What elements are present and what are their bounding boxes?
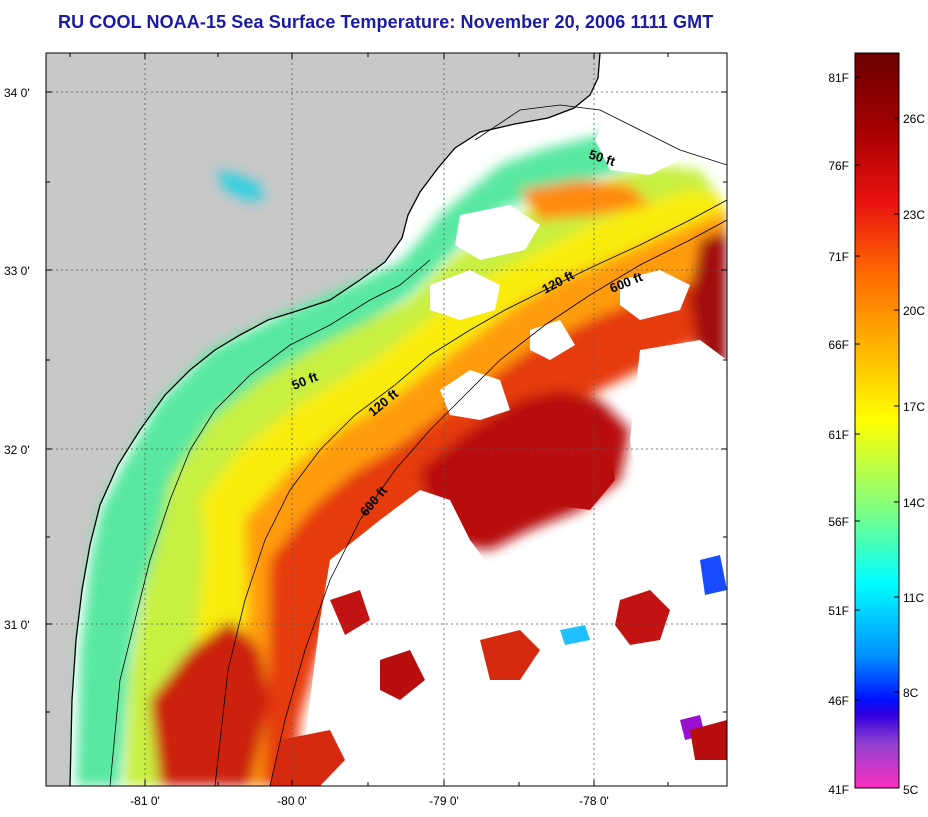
lon-label-81: -81 0': [130, 794, 160, 808]
sst-patches: [270, 420, 727, 786]
map-border: [45, 52, 728, 787]
graticule: [46, 53, 727, 786]
land-mass: [46, 53, 600, 786]
map-area: 50 ft 120 ft 600 ft 50 ft 120 ft 600 ft: [46, 53, 727, 786]
lon-label-80: -80 0': [277, 794, 307, 808]
lat-label-32: 32 0': [4, 443, 30, 457]
isobath-50ft: [109, 104, 727, 786]
colorbar-label-26c: 26C: [903, 112, 925, 126]
lat-label-31: 31 0': [4, 618, 30, 632]
colorbar-label-17c: 17C: [903, 400, 925, 414]
colorbar-label-20c: 20C: [903, 304, 925, 318]
colorbar-label-11c: 11C: [903, 591, 924, 605]
colorbar-label-46f: 46F: [828, 694, 849, 708]
colorbar-label-5c: 5C: [903, 783, 919, 797]
colorbar-label-61f: 61F: [828, 428, 849, 442]
map-ticks: [46, 53, 727, 786]
colorbar-label-41f: 41F: [828, 783, 849, 797]
colorbar: 81F 76F 71F 66F 61F 56F 51F 46F 41F 26C …: [828, 52, 925, 797]
colorbar-label-81f: 81F: [828, 71, 849, 85]
lat-label-33: 33 0': [4, 264, 30, 278]
lat-label-34: 34 0': [4, 86, 30, 100]
colorbar-gradient: [854, 52, 900, 789]
cloud-mask: [300, 95, 727, 786]
coastline: [69, 53, 601, 786]
colorbar-label-56f: 56F: [828, 515, 849, 529]
isobath-120ft: [214, 199, 727, 786]
colorbar-label-14c: 14C: [903, 496, 925, 510]
colorbar-label-71f: 71F: [828, 250, 849, 264]
map-title: RU COOL NOAA-15 Sea Surface Temperature:…: [58, 12, 714, 32]
colorbar-label-51f: 51F: [828, 604, 849, 618]
colorbar-label-66f: 66F: [828, 338, 849, 352]
colorbar-label-8c: 8C: [903, 686, 919, 700]
lon-label-78: -78 0': [579, 794, 609, 808]
colorbar-label-76f: 76F: [828, 159, 849, 173]
colorbar-label-23c: 23C: [903, 208, 925, 222]
lon-label-79: -79 0': [429, 794, 459, 808]
